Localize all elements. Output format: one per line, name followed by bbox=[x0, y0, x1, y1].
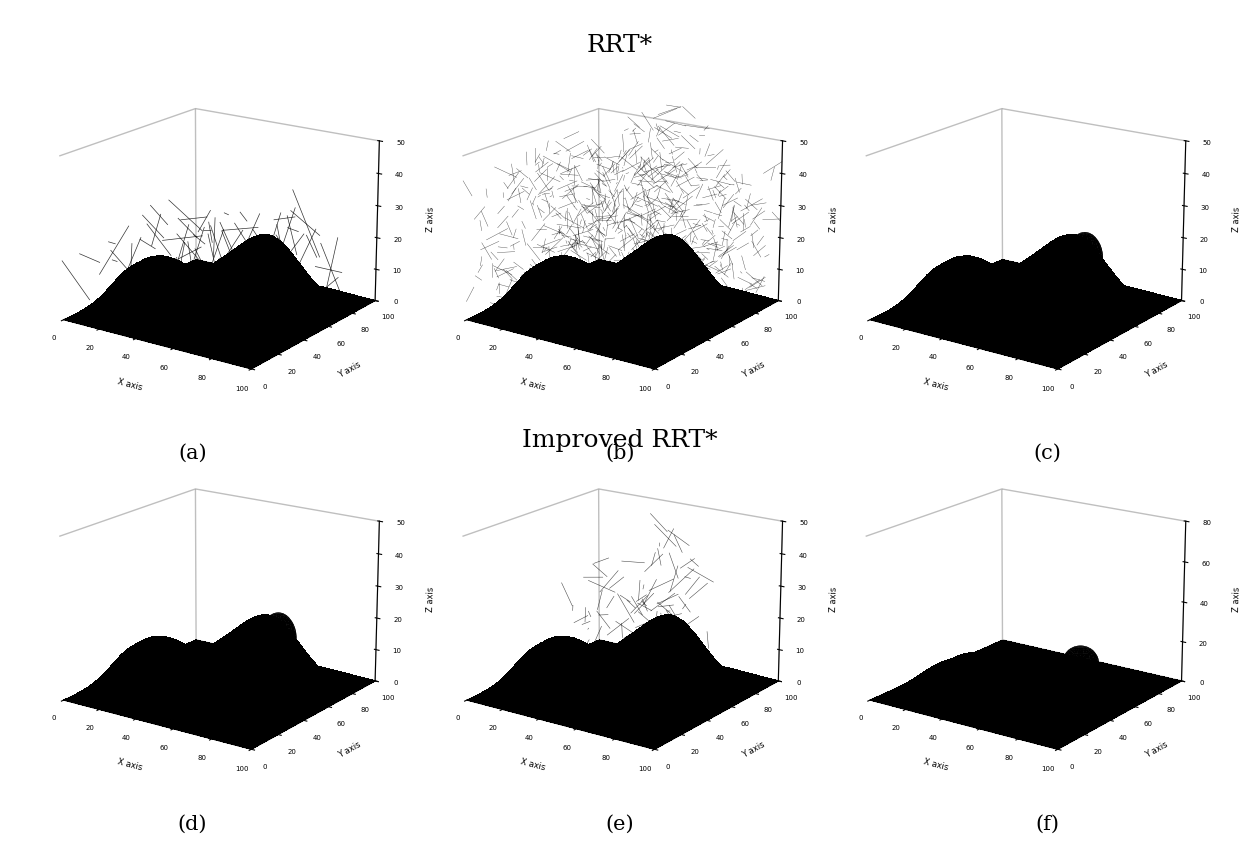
Y-axis label: Y axis: Y axis bbox=[740, 360, 766, 380]
Y-axis label: Y axis: Y axis bbox=[337, 740, 363, 760]
Text: (a): (a) bbox=[177, 444, 207, 463]
Y-axis label: Y axis: Y axis bbox=[337, 360, 363, 380]
Text: Improved RRT*: Improved RRT* bbox=[522, 429, 718, 452]
X-axis label: X axis: X axis bbox=[923, 377, 950, 392]
Text: (b): (b) bbox=[605, 444, 635, 463]
Text: (d): (d) bbox=[177, 814, 207, 834]
Y-axis label: Y axis: Y axis bbox=[1143, 360, 1169, 380]
X-axis label: X axis: X axis bbox=[923, 758, 950, 773]
Text: (e): (e) bbox=[605, 814, 635, 834]
Text: (c): (c) bbox=[1034, 444, 1061, 463]
X-axis label: X axis: X axis bbox=[117, 758, 144, 773]
Y-axis label: Y axis: Y axis bbox=[740, 740, 766, 760]
X-axis label: X axis: X axis bbox=[520, 377, 547, 392]
Text: RRT*: RRT* bbox=[587, 34, 653, 56]
Text: (f): (f) bbox=[1035, 814, 1060, 834]
Y-axis label: Y axis: Y axis bbox=[1143, 740, 1169, 760]
X-axis label: X axis: X axis bbox=[117, 377, 144, 392]
X-axis label: X axis: X axis bbox=[520, 758, 547, 773]
